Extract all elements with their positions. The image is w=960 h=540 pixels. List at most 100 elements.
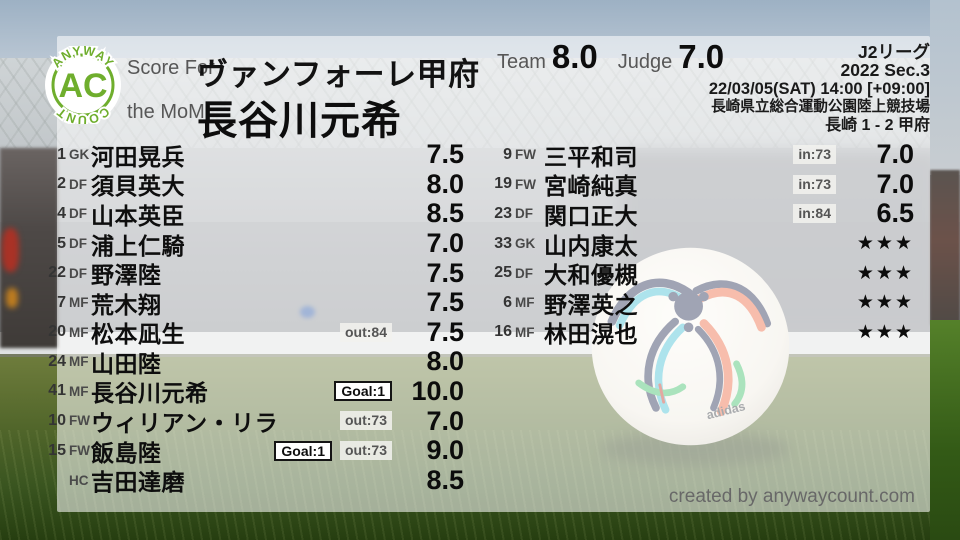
player-row: 16 MF 林田滉也 ★★★ [487,317,914,347]
player-badges: out:73 [340,411,392,431]
player-badges: Goal:1 [334,381,392,402]
player-name: 大和優槻 [544,262,638,289]
goal-badge: Goal:1 [274,440,332,461]
player-row: 10 FW ウィリアン・リラ out:73 7.0 [44,405,464,437]
player-name: 山内康太 [544,232,638,259]
player-name: 林田滉也 [544,321,638,348]
player-rating: ★★★ [856,321,914,343]
player-position: DF [515,206,533,222]
player-row: 19 FW 宮崎純真 in:73 7.0 [487,168,914,200]
substitution-badge: in:84 [793,204,836,224]
player-row: 23 DF 関口正大 in:84 6.5 [487,198,914,229]
player-rating: ★★★ [856,262,914,284]
match-meta: J2リーグ 2022 Sec.3 22/03/05(SAT) 14:00 [+0… [709,43,930,135]
player-name: 関口正大 [544,202,638,229]
player-number: 22 [48,264,66,282]
background-orange-detail [6,288,18,308]
mom-name: 長谷川元希 [197,99,402,143]
background-right-stand [930,170,960,325]
player-number: 16 [494,323,512,341]
player-row: 5 DF 浦上仁騎 7.0 [44,228,464,259]
team-score-value: 8.0 [551,38,598,75]
player-number: 10 [48,411,66,429]
player-number: 2 [57,175,66,193]
translucent-panel [57,36,930,512]
player-number: 41 [48,382,66,400]
player-position: MF [69,295,89,311]
player-row: 24 MF 山田陸 8.0 [44,346,464,377]
player-name: 宮崎純真 [544,173,638,200]
player-rating: 7.5 [426,257,464,288]
player-number: 20 [48,323,66,341]
player-position: DF [69,265,87,281]
substitution-badge: out:73 [340,441,392,461]
player-number: 15 [48,441,66,459]
player-rating: 7.5 [426,139,464,170]
player-rating: 7.0 [426,228,464,259]
player-name: 松本凪生 [91,321,185,348]
player-name: 三平和司 [544,143,638,170]
player-position: MF [69,354,89,370]
player-row: 25 DF 大和優槻 ★★★ [487,258,914,288]
logo-ac-text: AC [58,67,107,105]
player-number: 1 [57,145,66,163]
player-rating: 8.5 [426,198,464,229]
player-number: 25 [494,264,512,282]
player-badges: out:84 [340,322,392,342]
player-number: 6 [503,293,512,311]
player-number: 9 [503,145,512,163]
substitution-badge: out:73 [340,411,392,431]
player-rating: 10.0 [411,375,464,406]
player-badges: in:73 [793,174,836,194]
substitution-badge: in:73 [793,145,836,165]
player-number: 19 [494,175,512,193]
player-row: 2 DF 須貝英大 8.0 [44,169,464,200]
credit-text: created by anywaycount.com [668,486,915,507]
player-row: 7 MF 荒木翔 7.5 [44,287,464,318]
match-result: 長崎 1 - 2 甲府 [825,116,930,134]
goal-badge: Goal:1 [334,381,392,402]
player-name: ウィリアン・リラ [91,410,279,436]
player-rating: ★★★ [856,292,914,314]
player-name: 野澤英之 [544,291,638,318]
player-number: 7 [57,293,66,311]
player-row: 41 MF 長谷川元希 Goal:1 10.0 [44,375,464,407]
substitution-badge: out:84 [340,322,392,342]
player-rating: 8.5 [426,464,464,495]
player-position: GK [515,236,536,252]
player-position: GK [69,147,90,163]
logo-circle [45,47,121,123]
player-position: MF [515,324,535,340]
team-name: ヴァンフォーレ甲府 [197,57,480,92]
player-position: DF [515,265,533,281]
player-row: HC 吉田達磨 8.5 [44,464,464,496]
player-rating: 7.0 [426,405,464,436]
player-row: 15 FW 飯島陸 Goal:1 out:73 9.0 [44,435,464,466]
player-rating: 7.0 [876,168,914,199]
team-score-label: Team [497,51,546,73]
background-right-stand-top [930,0,960,175]
season-section: 2022 Sec.3 [840,60,930,81]
player-name: 吉田達磨 [91,469,185,496]
logo-ring [51,53,115,117]
player-position: MF [69,383,89,399]
substitution-badge: in:73 [793,174,836,194]
player-rating: 9.0 [426,435,464,466]
player-row: 33 GK 山内康太 ★★★ [487,229,914,259]
player-position: HC [69,472,89,488]
player-number: 33 [494,234,512,252]
venue-name: 長崎県立総合運動公園陸上競技場 [711,99,930,116]
starters-roster: 1 GK 河田晃兵 7.5 2 DF 須貝英大 8.0 4 DF 山本英臣 8.… [44,139,464,496]
player-number: 4 [57,204,66,222]
player-rating: 7.0 [876,139,914,170]
player-position: MF [69,324,89,340]
player-position: FW [515,176,536,192]
league-name: J2リーグ [858,42,930,62]
player-name: 須貝英大 [91,173,185,200]
player-name: 長谷川元希 [91,380,209,407]
player-number: 24 [48,352,66,370]
player-name: 野澤陸 [91,262,162,289]
player-rating: ★★★ [856,233,914,255]
player-name: 山田陸 [91,350,162,377]
player-number: 23 [494,204,512,222]
